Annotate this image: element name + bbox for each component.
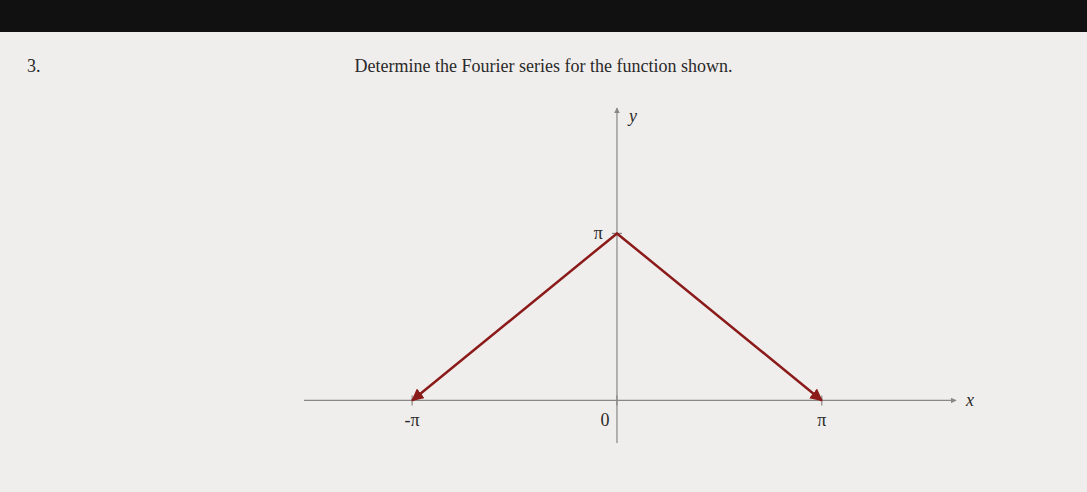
y-axis-label: y xyxy=(627,106,637,126)
x-tick-label: -π xyxy=(405,410,420,430)
x-tick-label: 0 xyxy=(600,410,609,430)
chart: Determine the Fourier series for the fun… xyxy=(0,0,1087,492)
x-axis xyxy=(304,400,956,401)
top-bar xyxy=(0,0,1087,32)
y-tick-label: π xyxy=(594,223,603,243)
x-tick-label: π xyxy=(817,410,826,430)
x-axis-label: x xyxy=(965,390,974,410)
plot-marks xyxy=(412,233,822,400)
x-tick xyxy=(616,395,617,405)
problem-number: 3. xyxy=(27,56,41,76)
title: Determine the Fourier series for the fun… xyxy=(355,56,733,76)
function-line xyxy=(412,233,822,400)
y-axis xyxy=(616,108,617,443)
background xyxy=(0,0,1087,492)
